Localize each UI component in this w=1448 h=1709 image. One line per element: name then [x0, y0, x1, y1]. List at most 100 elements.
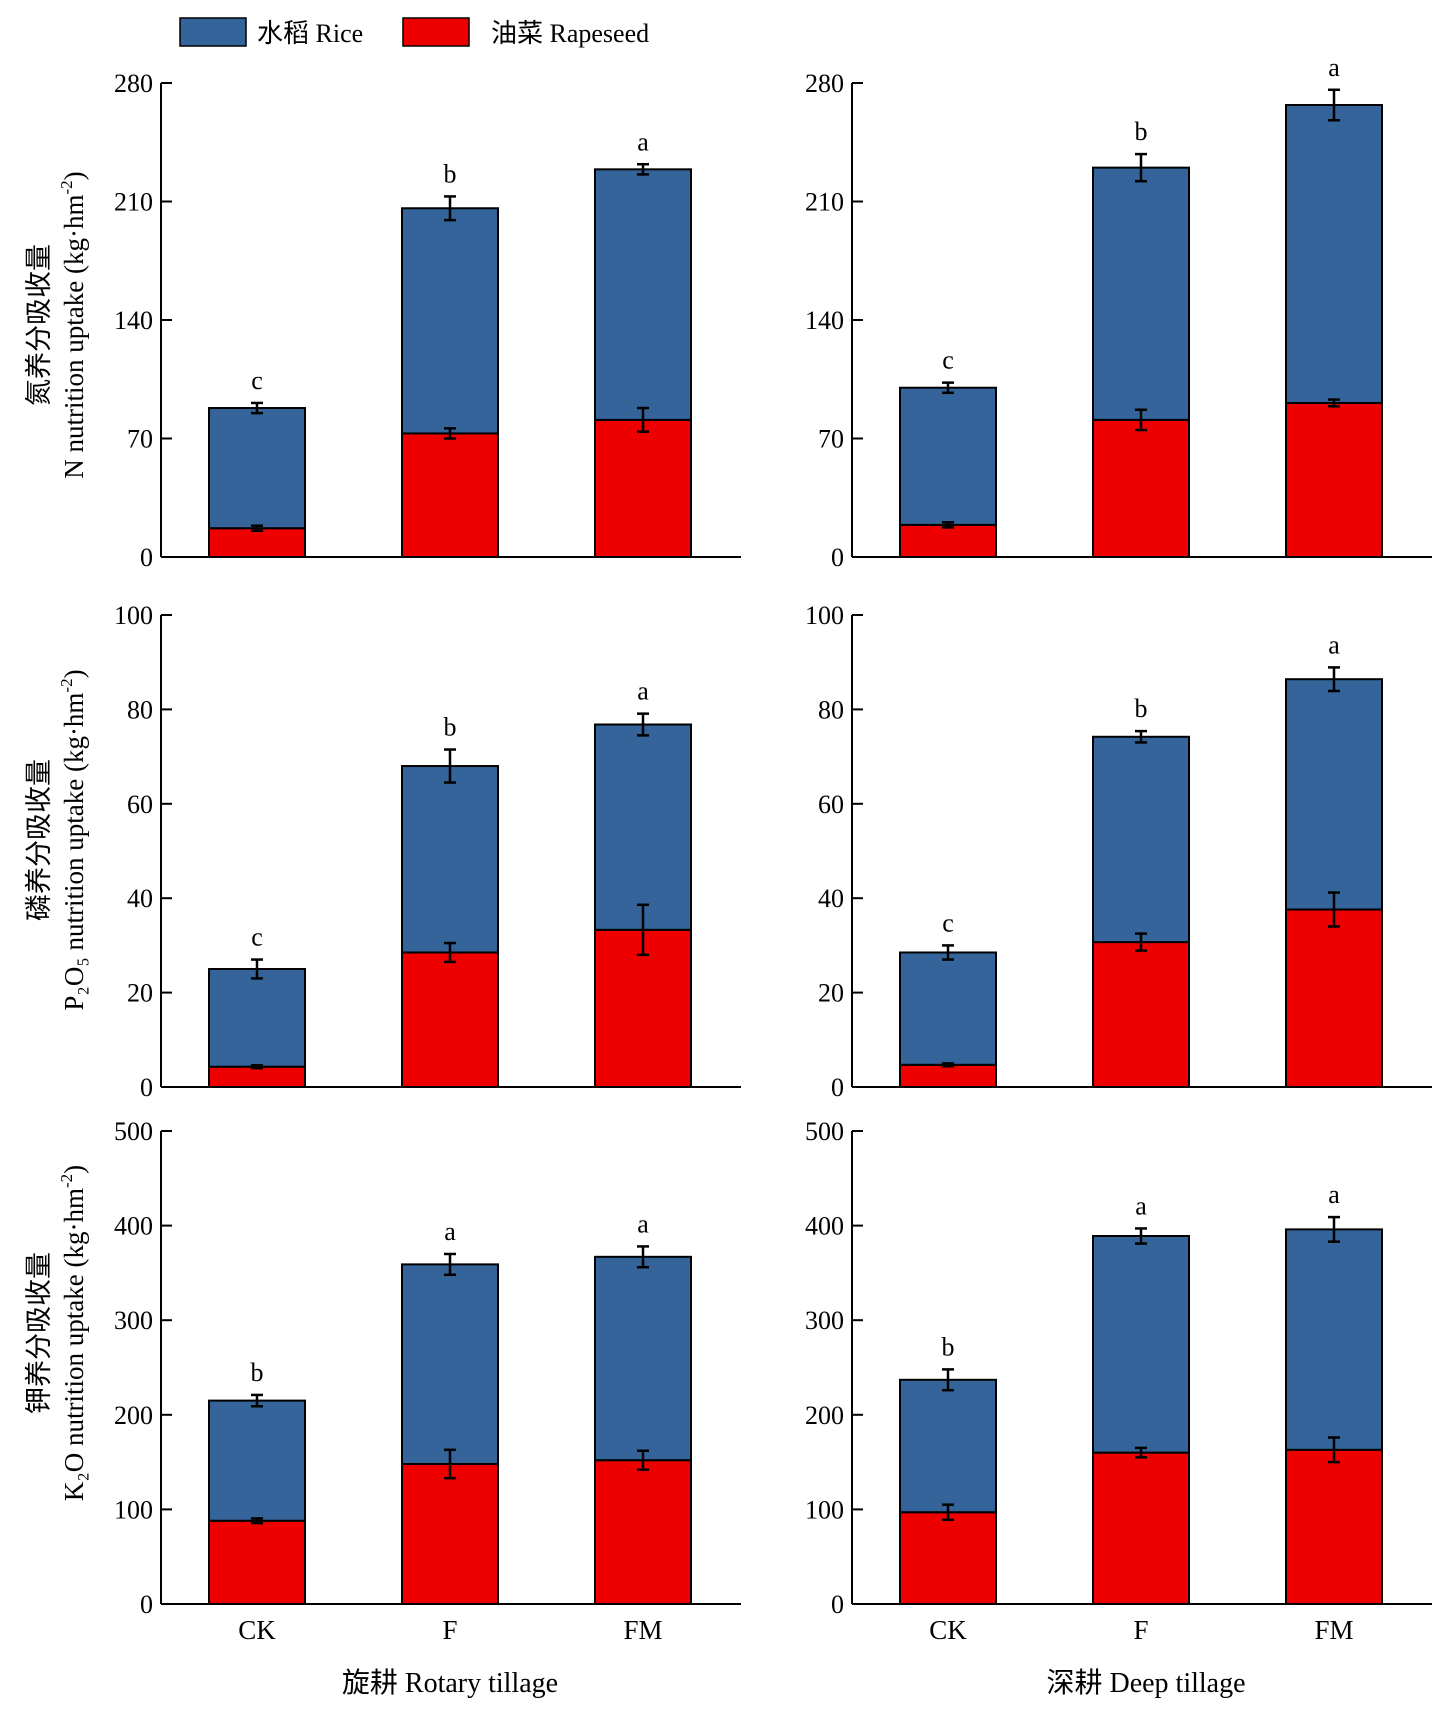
significance-letter: b: [251, 1358, 264, 1387]
y-tick-label: 300: [805, 1306, 844, 1335]
y-tick-label: 500: [114, 1117, 153, 1146]
y-tick-label: 0: [140, 543, 153, 572]
y-tick-label: 280: [805, 69, 844, 98]
bar-rice: [401, 765, 499, 954]
legend-swatch-rapeseed: [402, 17, 470, 47]
significance-letter: a: [444, 1217, 456, 1246]
bar-rapeseed: [1285, 401, 1383, 559]
bar-rice: [1285, 1228, 1383, 1451]
bar-rapeseed: [208, 1519, 306, 1605]
x-title-rotary: 旋耕 Rotary tillage: [342, 1667, 558, 1699]
y-tick-label: 20: [818, 979, 844, 1008]
legend-label-rice: 水稻 Rice: [257, 19, 363, 48]
y-tick-label: 80: [818, 695, 844, 724]
significance-letter: a: [637, 1209, 649, 1238]
x-title-deep: 深耕 Deep tillage: [1046, 1667, 1245, 1699]
bar-rice: [594, 168, 692, 421]
y-title-n: 氮养分吸收量 N nutrition uptake (kg·hm-2): [24, 171, 89, 478]
bar-rapeseed: [1285, 908, 1383, 1089]
bar-rice: [899, 386, 997, 526]
significance-letter: c: [251, 366, 263, 395]
bar-rapeseed: [899, 523, 997, 558]
significance-letter: b: [942, 1332, 955, 1361]
significance-letter: b: [1135, 117, 1148, 146]
chart-panel-5: 0 100 200 300 400 500 CK b Fa FM a: [114, 1117, 741, 1645]
chart-panels: 0 70 140 210 280 c b a 0 70 140 210 280 c b a 0 20 40 60 80 1…: [114, 53, 1432, 1645]
significance-letter: c: [251, 923, 263, 952]
y-tick-label: 40: [818, 884, 844, 913]
bar-rapeseed: [1092, 1451, 1190, 1606]
significance-letter: a: [1135, 1191, 1147, 1220]
y-title-k: 钾养分吸收量 K₂O nutrition uptake (kg·hm-2): [24, 1165, 89, 1501]
legend-swatch-rice: [179, 17, 247, 47]
bar-rapeseed: [594, 1459, 692, 1606]
bar-rice: [208, 968, 306, 1068]
y-title-p: 磷养分吸收量 P₂O₅ nutrition uptake (kg·hm-2): [24, 669, 89, 1010]
y-tick-label: 20: [127, 979, 153, 1008]
significance-letter: a: [637, 127, 649, 156]
bar-rice: [208, 407, 306, 530]
bar-rice: [899, 951, 997, 1066]
bar-rapeseed: [1092, 941, 1190, 1089]
y-title-k-zh: 钾养分吸收量: [24, 1252, 54, 1414]
significance-letter: a: [1328, 1180, 1340, 1209]
bar-rapeseed: [401, 432, 499, 558]
y-tick-label: 140: [805, 306, 844, 335]
bar-rice: [899, 1378, 997, 1514]
y-tick-label: 0: [831, 1590, 844, 1619]
bar-rice: [1285, 678, 1383, 911]
y-tick-label: 100: [805, 601, 844, 630]
legend-label-rapeseed: 油菜 Rapeseed: [491, 19, 649, 48]
y-tick-label: 0: [831, 1073, 844, 1102]
y-tick-label: 200: [805, 1401, 844, 1430]
significance-letter: a: [1328, 53, 1340, 82]
bar-rapeseed: [594, 418, 692, 558]
significance-letter: b: [1135, 694, 1148, 723]
chart-panel-2: 0 70 140 210 280 c b a: [805, 53, 1432, 572]
y-tick-label: 400: [805, 1212, 844, 1241]
bar-rice: [1285, 104, 1383, 404]
legend: 水稻 Rice 油菜 Rapeseed: [179, 17, 649, 48]
x-tick-label: CK: [929, 1615, 967, 1645]
y-tick-label: 210: [805, 188, 844, 217]
bar-rapeseed: [899, 1063, 997, 1089]
y-tick-label: 40: [127, 884, 153, 913]
x-tick-label: FM: [1314, 1615, 1353, 1645]
chart-panel-6: 0 100 200 300 400 500 CK b Fa FM a: [805, 1117, 1432, 1645]
chart-panel-4: 0 20 40 60 80 100 c b a: [805, 601, 1432, 1102]
x-tick-label: F: [442, 1615, 457, 1645]
bar-rapeseed: [208, 1065, 306, 1088]
bar-rice: [1092, 735, 1190, 944]
y-title-p-zh: 磷养分吸收量: [24, 759, 54, 921]
significance-letter: b: [444, 159, 457, 188]
significance-letter: c: [942, 346, 954, 375]
y-tick-label: 60: [127, 790, 153, 819]
x-tick-label: CK: [238, 1615, 276, 1645]
y-tick-label: 280: [114, 69, 153, 98]
y-tick-label: 70: [127, 425, 153, 454]
bar-rapeseed: [1285, 1448, 1383, 1605]
significance-letter: b: [444, 713, 457, 742]
bar-rice: [594, 1255, 692, 1462]
significance-letter: a: [1328, 630, 1340, 659]
bar-rice: [401, 207, 499, 435]
x-tick-label: FM: [623, 1615, 662, 1645]
y-tick-label: 200: [114, 1401, 153, 1430]
y-tick-label: 0: [140, 1073, 153, 1102]
y-title-n-zh: 氮养分吸收量: [24, 244, 54, 406]
y-tick-label: 210: [114, 188, 153, 217]
bar-rapeseed: [401, 1462, 499, 1605]
chart-panel-1: 0 70 140 210 280 c b a: [114, 69, 741, 572]
y-tick-label: 140: [114, 306, 153, 335]
y-tick-label: 300: [114, 1306, 153, 1335]
bar-rice: [594, 723, 692, 931]
y-tick-label: 100: [114, 1495, 153, 1524]
y-tick-label: 80: [127, 695, 153, 724]
significance-letter: a: [637, 677, 649, 706]
bar-rice: [208, 1399, 306, 1522]
y-tick-label: 400: [114, 1212, 153, 1241]
y-tick-label: 70: [818, 425, 844, 454]
bar-rapeseed: [401, 951, 499, 1088]
y-tick-label: 500: [805, 1117, 844, 1146]
